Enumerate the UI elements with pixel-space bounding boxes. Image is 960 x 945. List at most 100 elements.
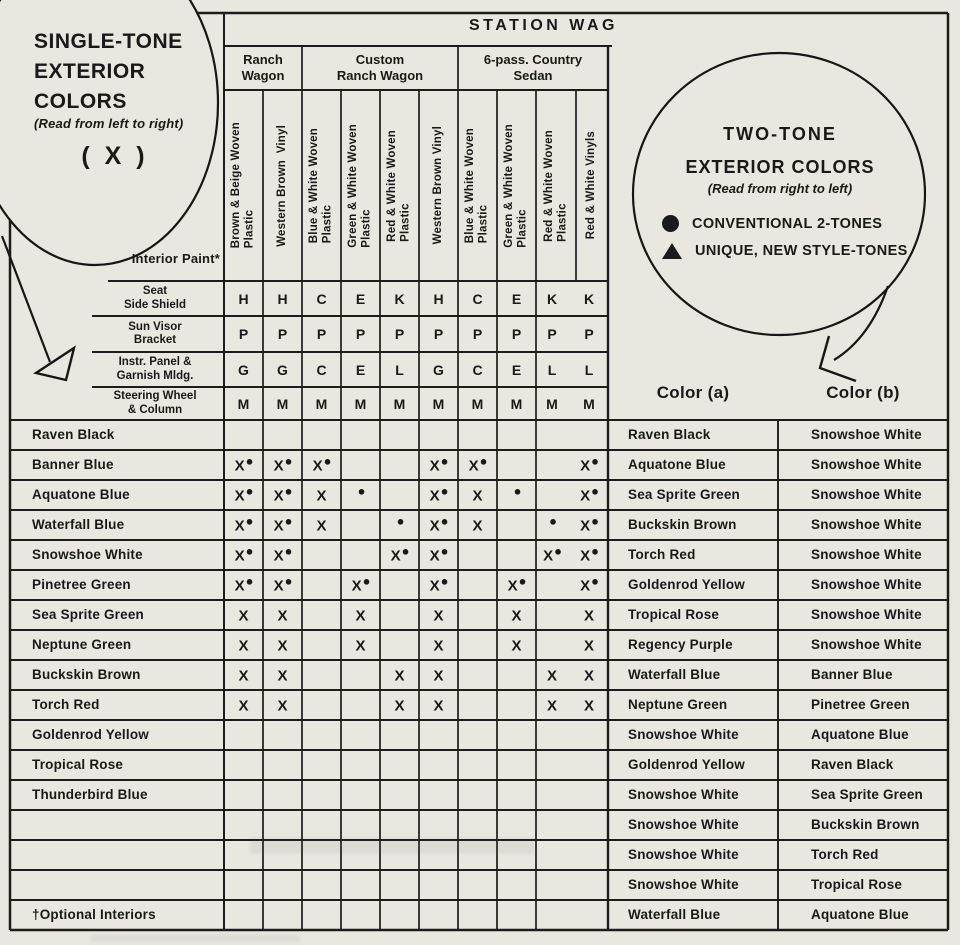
- compat-mark: X●: [580, 573, 599, 595]
- compat-mark: X: [472, 517, 483, 535]
- compat-mark: X: [394, 697, 405, 715]
- conventional-dot-icon: ●: [245, 453, 254, 469]
- conventional-dot-icon: ●: [284, 483, 293, 499]
- column-header: Blue & White Woven Plastic: [302, 92, 341, 279]
- compat-mark: X: [238, 637, 249, 655]
- compat-mark: X●: [234, 513, 254, 535]
- compat-mark: X●: [429, 543, 449, 565]
- column-header: Red & White Vinyls: [576, 92, 608, 279]
- color-row-label: Goldenrod Yellow: [32, 727, 149, 742]
- conventional-dot-icon: ●: [245, 483, 254, 499]
- compat-mark: X●: [234, 543, 254, 565]
- trim-code-value: G: [238, 361, 249, 378]
- conventional-dot-icon: ●: [357, 483, 366, 499]
- trim-code-value: L: [584, 361, 594, 378]
- trim-code-value: M: [583, 395, 595, 412]
- compat-mark: X: [355, 607, 366, 625]
- group-header: 6-pass. Country Sedan: [483, 52, 583, 83]
- print-bleed-smudge: [90, 935, 300, 942]
- conventional-dot-icon: ●: [440, 453, 449, 469]
- compat-mark: X●: [543, 543, 562, 565]
- conventional-dot-icon: ●: [245, 573, 254, 589]
- two-tone-arrowhead-icon: [818, 335, 857, 383]
- two-tone-pair-b: Aquatone Blue: [811, 907, 909, 922]
- two-tone-pair-a: Goldenrod Yellow: [628, 577, 745, 592]
- triangle-icon: [662, 243, 682, 259]
- compat-mark: X●: [429, 513, 449, 535]
- compat-mark: X: [583, 697, 595, 715]
- two-tone-pair-a: Aquatone Blue: [628, 457, 726, 472]
- color-b-header: Color (b): [826, 383, 900, 402]
- compat-mark: X: [316, 487, 327, 505]
- conventional-dot-icon: ●: [401, 543, 410, 559]
- compat-mark: X: [277, 637, 288, 655]
- compat-mark: X: [316, 517, 327, 535]
- compat-mark: X●: [580, 543, 599, 565]
- two-tone-pair-a: Sea Sprite Green: [628, 487, 740, 502]
- single-tone-heading-line: SINGLE-TONE: [34, 30, 183, 53]
- color-row-label: Thunderbird Blue: [32, 787, 148, 802]
- compat-mark: X●: [273, 513, 293, 535]
- trim-code-value: P: [547, 326, 557, 342]
- trim-code-value: C: [316, 361, 327, 378]
- compat-mark: ●: [357, 484, 366, 505]
- column-header: Red & White Woven Plastic: [380, 92, 419, 279]
- conventional-dot-icon: ●: [362, 573, 371, 589]
- compat-mark: ●: [396, 514, 405, 535]
- compat-mark: X●: [273, 483, 293, 505]
- two-tone-pair-a: Raven Black: [628, 427, 711, 442]
- compat-mark: X●: [273, 543, 293, 565]
- single-tone-heading: SINGLE-TONE EXTERIOR COLORS: [34, 27, 244, 117]
- compat-mark: X●: [234, 453, 254, 475]
- conventional-dot-icon: ●: [284, 543, 293, 559]
- two-tone-pair-a: Snowshoe White: [628, 787, 739, 802]
- two-tone-pair-b: Pinetree Green: [811, 697, 910, 712]
- conventional-dot-icon: ●: [323, 453, 332, 469]
- column-header-label: Red & White Woven Plastic: [386, 129, 412, 242]
- color-row-label: Waterfall Blue: [32, 517, 125, 532]
- compat-mark: X: [277, 667, 288, 685]
- print-bleed-smudge: [250, 838, 535, 854]
- two-tone-pair-a: Torch Red: [628, 547, 696, 562]
- conventional-dot-icon: ●: [591, 543, 599, 559]
- single-tone-arrowhead-icon: [33, 345, 76, 382]
- two-tone-heading2: EXTERIOR COLORS: [685, 157, 875, 177]
- single-tone-arrow-line: [0, 235, 52, 363]
- trim-code-value: M: [354, 395, 367, 412]
- two-tone-pair-a: Waterfall Blue: [628, 667, 721, 682]
- color-row-label: Sea Sprite Green: [32, 607, 144, 622]
- color-a-header: Color (a): [656, 383, 730, 402]
- legend-conventional: CONVENTIONAL 2-TONES: [662, 215, 882, 232]
- conventional-dot-icon: ●: [440, 513, 449, 529]
- compat-mark: X●: [390, 543, 410, 565]
- compat-mark: X●: [580, 453, 599, 475]
- compat-mark: X: [433, 667, 444, 685]
- interior-paint-label: Interior Paint*: [131, 251, 220, 266]
- station-wagons-title: STATION WAG: [468, 17, 618, 34]
- two-tone-pair-a: Snowshoe White: [628, 877, 739, 892]
- compat-mark: X●: [234, 483, 254, 505]
- trim-code-value: M: [276, 395, 289, 412]
- conventional-dot-icon: ●: [554, 543, 562, 559]
- compat-mark: X: [511, 637, 522, 655]
- group-header: Custom Ranch Wagon: [336, 52, 424, 83]
- conventional-dot-icon: ●: [284, 513, 293, 529]
- color-row-label: Snowshoe White: [32, 547, 143, 562]
- two-tone-pair-a: Goldenrod Yellow: [628, 757, 745, 772]
- compat-mark: X●: [273, 453, 293, 475]
- conventional-dot-icon: ●: [440, 573, 449, 589]
- two-tone-pair-a: Buckskin Brown: [628, 517, 737, 532]
- trim-code-value: H: [433, 290, 444, 307]
- trim-code-value: P: [472, 326, 483, 342]
- trim-code-value: M: [546, 395, 558, 412]
- trim-code-value: C: [472, 361, 483, 378]
- compat-mark: X●: [351, 573, 371, 595]
- column-header: Green & White Woven Plastic: [341, 92, 380, 279]
- two-tone-pair-b: Snowshoe White: [811, 427, 922, 442]
- trim-code-value: C: [316, 290, 327, 307]
- compat-mark: X●: [580, 513, 599, 535]
- compat-mark: X●: [429, 453, 449, 475]
- trim-code-value: K: [583, 290, 595, 307]
- conventional-dot-icon: ●: [591, 483, 599, 499]
- trim-code-value: L: [547, 361, 557, 378]
